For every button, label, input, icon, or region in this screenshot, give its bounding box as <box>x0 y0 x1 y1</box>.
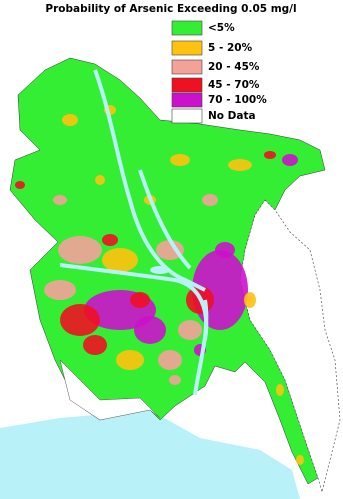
legend-label: 5 - 20% <box>208 42 253 54</box>
risk-zone <box>244 292 256 308</box>
legend-label: 20 - 45% <box>208 61 260 73</box>
legend-label: 45 - 70% <box>208 79 260 91</box>
risk-zone <box>156 240 184 260</box>
legend-swatch <box>171 92 203 108</box>
risk-zone <box>134 316 166 344</box>
legend-label: <5% <box>208 22 235 34</box>
risk-zone <box>215 242 235 258</box>
lake <box>150 266 170 274</box>
legend-swatch <box>171 108 203 124</box>
risk-zone <box>202 194 218 206</box>
risk-zone <box>102 234 118 246</box>
risk-zone <box>53 195 67 205</box>
river <box>138 169 192 270</box>
risk-zone <box>178 320 202 340</box>
risk-zone <box>130 292 150 308</box>
risk-zone <box>228 159 252 171</box>
risk-zone <box>116 350 144 370</box>
risk-zone <box>60 304 100 336</box>
legend-label: No Data <box>208 110 256 122</box>
risk-zone <box>264 151 276 159</box>
river <box>193 299 209 396</box>
risk-zone <box>296 455 304 465</box>
southern-lowland <box>59 359 161 421</box>
legend-label: 70 - 100% <box>208 94 267 106</box>
sea <box>0 410 300 499</box>
legend-swatch <box>171 20 203 36</box>
risk-zone <box>62 114 78 126</box>
risk-zone <box>58 236 102 264</box>
risk-zone <box>158 350 182 370</box>
risk-zone <box>170 154 190 166</box>
risk-zone <box>102 248 138 272</box>
risk-zone <box>276 384 284 396</box>
legend-swatch <box>171 40 203 56</box>
legend-swatch <box>171 59 203 75</box>
risk-zone <box>95 175 105 185</box>
risk-zone <box>169 375 181 385</box>
risk-zone <box>15 181 25 189</box>
risk-zone <box>282 154 298 166</box>
risk-zone <box>44 280 76 300</box>
map-title: Probability of Arsenic Exceeding 0.05 mg… <box>45 3 296 15</box>
legend-swatch <box>171 77 203 93</box>
risk-zone <box>83 335 107 355</box>
